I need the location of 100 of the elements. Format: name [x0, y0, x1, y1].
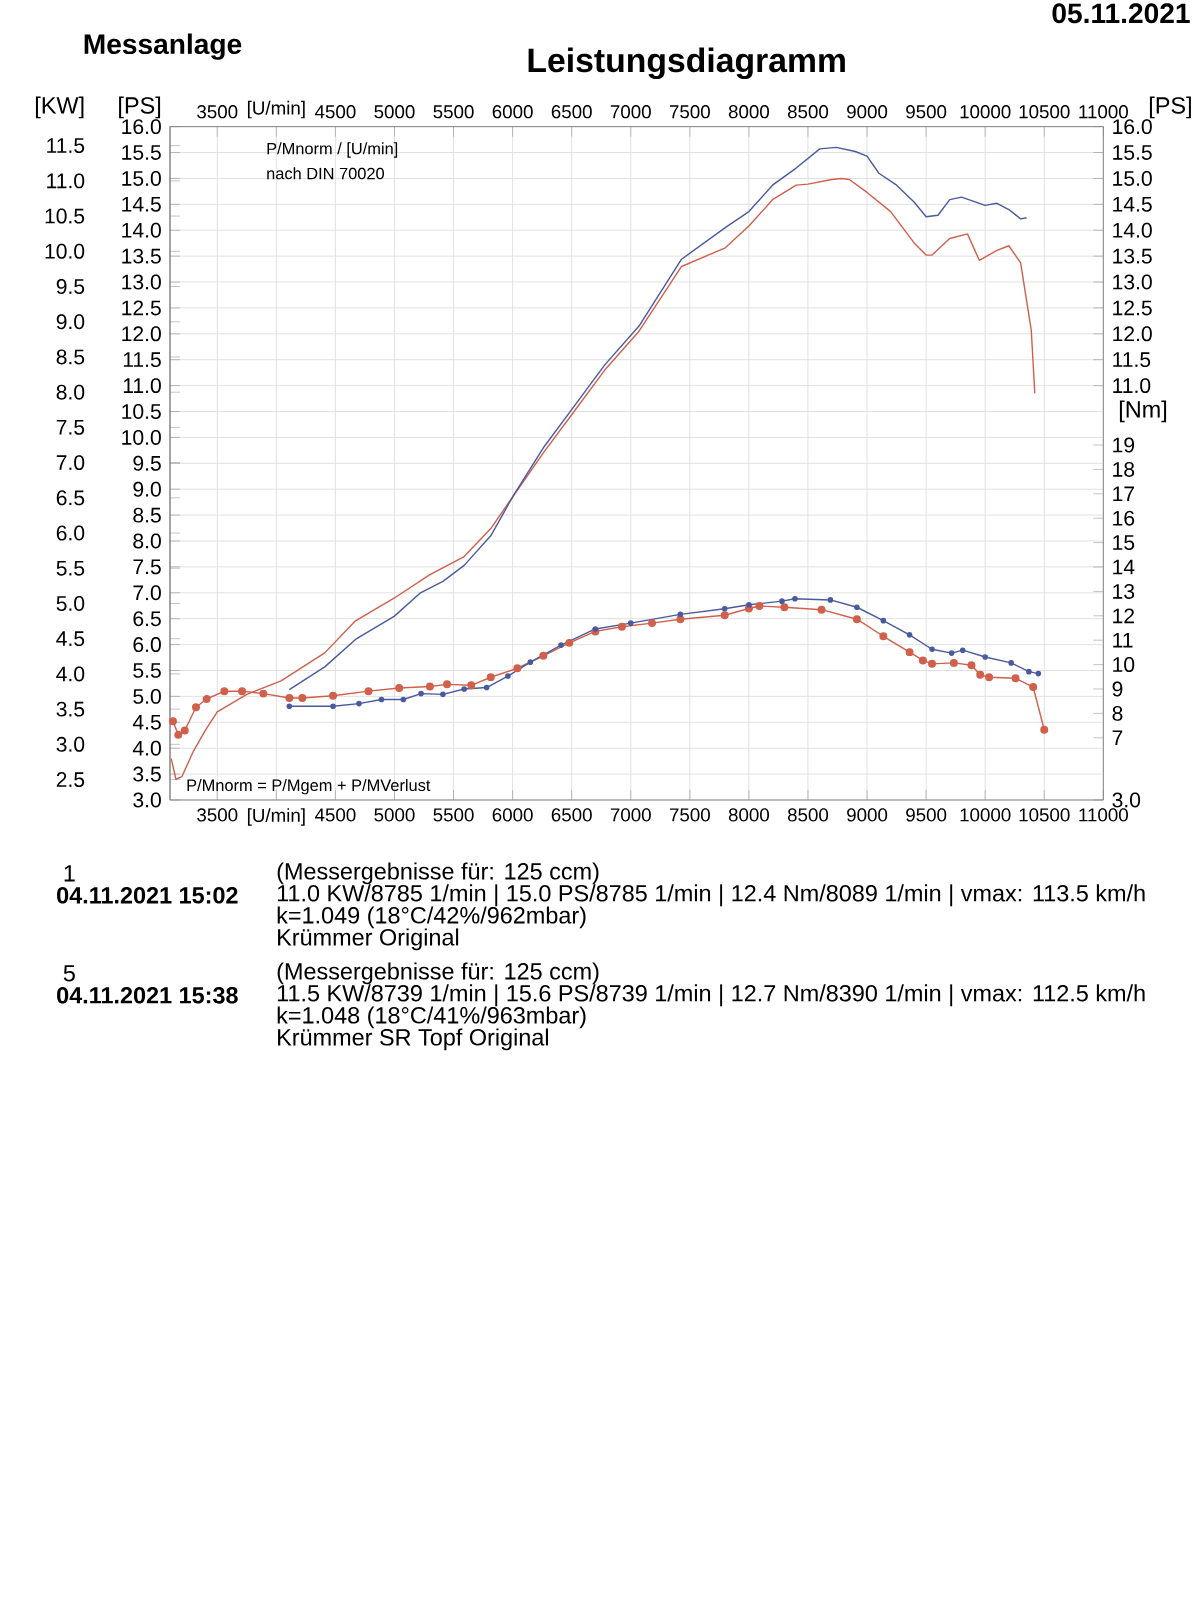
text: 04.11.2021 15:02 — [56, 887, 238, 904]
y-tick-label: 4.0 — [132, 740, 161, 756]
y2-tick-label: 7 — [1112, 730, 1123, 746]
y2-tick-label: 18 — [1113, 461, 1134, 477]
text: 14.0 — [1113, 222, 1152, 238]
point — [1035, 670, 1041, 677]
y3-tick-label: 10.5 — [45, 208, 84, 224]
text: k=1.048 (18°C/41%/963mbar) — [277, 1006, 586, 1029]
text: Krümmer Original — [277, 928, 458, 951]
point — [1025, 668, 1032, 675]
point — [1011, 674, 1020, 683]
point — [1028, 683, 1037, 692]
text: 1 — [64, 865, 75, 882]
y-tick-label: 5.0 — [133, 688, 161, 704]
x-tick-label: 6000 — [492, 808, 533, 822]
x-tick-label: 3500 — [196, 808, 238, 822]
text: Messanlage — [84, 33, 242, 60]
x2-tick-label: 9500 — [905, 105, 947, 119]
y-tick-label: 8.5 — [133, 507, 161, 523]
point — [174, 730, 183, 739]
y3-tick-label: 11.0 — [47, 173, 85, 189]
point — [298, 694, 307, 702]
y-tick-label: 4.5 — [132, 714, 161, 730]
point — [677, 611, 684, 618]
y-tick-label: 8.0 — [133, 533, 161, 549]
point — [1008, 660, 1014, 666]
x2-tick-label: 9000 — [846, 105, 887, 119]
x-tick-label: 11000 — [1079, 808, 1128, 822]
point — [467, 681, 476, 690]
y2-tick-label: 8 — [1112, 705, 1123, 721]
point — [425, 682, 434, 691]
point — [191, 703, 200, 712]
y-tick-label: 3.0 — [133, 792, 161, 808]
text: 12.5 — [1113, 300, 1152, 316]
point — [906, 632, 913, 638]
text: 15.5 — [1113, 145, 1152, 160]
y-tick-label: 12.5 — [122, 300, 161, 316]
point — [364, 687, 373, 696]
y2-axis-title: [Nm] — [1119, 400, 1166, 423]
point — [168, 717, 177, 726]
x-tick-label: 7000 — [610, 808, 651, 822]
x-tick-label: 10500 — [1019, 808, 1070, 822]
x2-tick-label: 7500 — [669, 105, 710, 119]
annotation: P/Mnorm = P/Mgem + P/MVerlust — [187, 779, 431, 795]
point — [461, 686, 467, 692]
x2-tick-label: 7000 — [610, 105, 651, 119]
x-tick-label: 9500 — [905, 808, 947, 822]
y-axis-title: [PS] — [118, 96, 160, 119]
x-tick-label: 7500 — [669, 808, 710, 822]
y2-tick-label: 15 — [1113, 535, 1134, 550]
x-tick-label: 5000 — [374, 808, 415, 822]
x2-tick-label: 6000 — [492, 105, 533, 119]
y-tick-label: 10.5 — [122, 404, 161, 419]
annotation: P/Mnorm / [U/min] — [267, 142, 397, 158]
y-tick-label: 15.5 — [122, 145, 161, 160]
x2-tick-label: [U/min] — [247, 100, 305, 119]
point — [948, 650, 955, 656]
point — [1040, 725, 1049, 734]
x2-tick-label: 5000 — [374, 105, 415, 119]
chart-title: Leistungsdiagramm — [528, 47, 845, 80]
point — [558, 642, 564, 648]
point — [356, 700, 362, 707]
point — [827, 597, 834, 603]
text: 13.0 — [1113, 274, 1152, 290]
point — [486, 673, 495, 682]
text: 11.0 — [1113, 378, 1151, 394]
y3-axis-title: [KW] — [35, 96, 84, 119]
text: 13.5 — [1113, 248, 1152, 264]
y3-tick-label: 7.0 — [56, 455, 85, 471]
y3-tick-label: 6.0 — [56, 525, 85, 541]
y-tick-label: 11.5 — [123, 352, 161, 368]
point — [565, 638, 574, 647]
text: k=1.049 (18°C/42%/962mbar) — [277, 906, 586, 929]
y-tick-label: 14.5 — [122, 196, 161, 212]
point — [720, 611, 729, 620]
point — [976, 670, 985, 679]
text: 04.11.2021 15:38 — [56, 987, 238, 1004]
point — [328, 691, 337, 700]
y3-tick-label: 8.5 — [56, 349, 84, 365]
point — [592, 626, 598, 632]
y3-tick-label: 5.0 — [56, 596, 85, 611]
point — [745, 601, 752, 608]
y2-tick-label: 16 — [1113, 510, 1134, 526]
x-tick-label: [U/min] — [247, 808, 305, 826]
y-tick-label: 13.5 — [122, 248, 161, 264]
y3-tick-label: 9.0 — [56, 314, 85, 330]
y3-tick-label: 7.5 — [56, 420, 84, 435]
y-tick-label: 7.0 — [133, 585, 161, 601]
y-tick-label: 14.0 — [122, 222, 161, 238]
y-tick-label: 5.5 — [133, 663, 161, 678]
y3-tick-label: 3.0 — [56, 736, 85, 752]
y3-tick-label: 4.0 — [56, 666, 85, 682]
text: 12.0 — [1113, 326, 1152, 342]
x-tick-label: 5500 — [433, 808, 474, 822]
point — [527, 659, 533, 665]
y-tick-label: 12.0 — [122, 326, 161, 342]
x2-tick-label: 3500 — [196, 105, 238, 119]
x2-tick-label: 6500 — [551, 105, 592, 119]
point — [676, 615, 685, 624]
text: (Messergebnisse für: 125 ccm) — [277, 862, 599, 885]
